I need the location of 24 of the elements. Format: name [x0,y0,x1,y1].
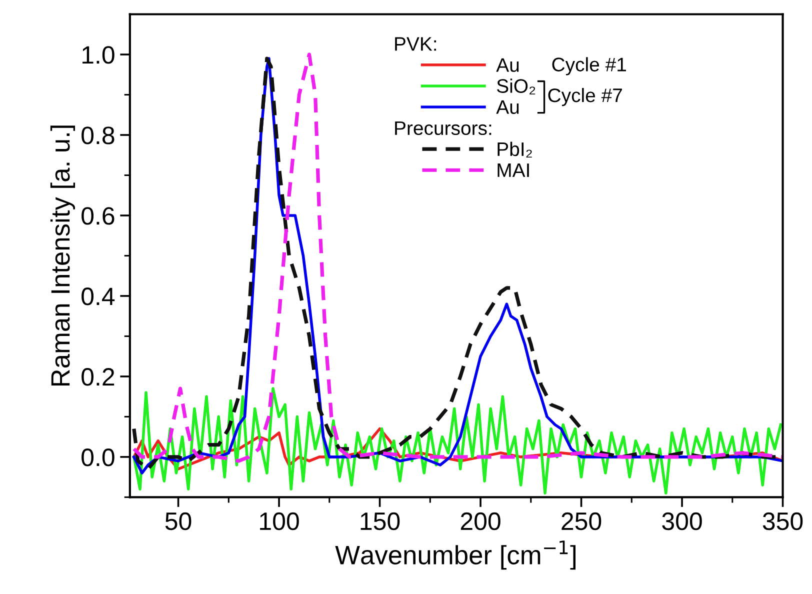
y-tick-label: 0.6 [82,207,114,225]
x-axis-title: Wavenumber [cm$^{−1}$] [335,540,576,570]
legend-label: Au [496,58,519,72]
legend-label: SiO₂ [497,78,536,94]
x-tick-label: 350 [762,512,803,530]
legend-label: PbI₂ [498,142,532,158]
y-tick-label: 0.2 [82,368,114,386]
y-axis-title: Raman Intensity [a. u.] [50,126,76,386]
x-tick-label: 250 [562,512,602,530]
x-tick-label: 100 [260,512,299,530]
annotation: Cycle #7 [548,88,622,106]
x-tick-label: 50 [165,512,192,530]
x-tick-label: 300 [662,512,702,530]
annotation: Cycle #1 [552,57,626,76]
y-tick-label: 0.8 [82,126,114,144]
legend-title: PVK: [395,37,436,51]
legend-label: Au [496,100,519,114]
legend-label: MAI [498,164,529,177]
y-tick-label: 0.4 [82,288,115,306]
annotation: Precursors: [395,121,492,136]
y-tick-label: 1.0 [82,46,114,64]
y-tick-label: 0.0 [82,448,114,466]
x-tick-label: 200 [460,512,500,530]
x-tick-label: 150 [360,512,400,530]
